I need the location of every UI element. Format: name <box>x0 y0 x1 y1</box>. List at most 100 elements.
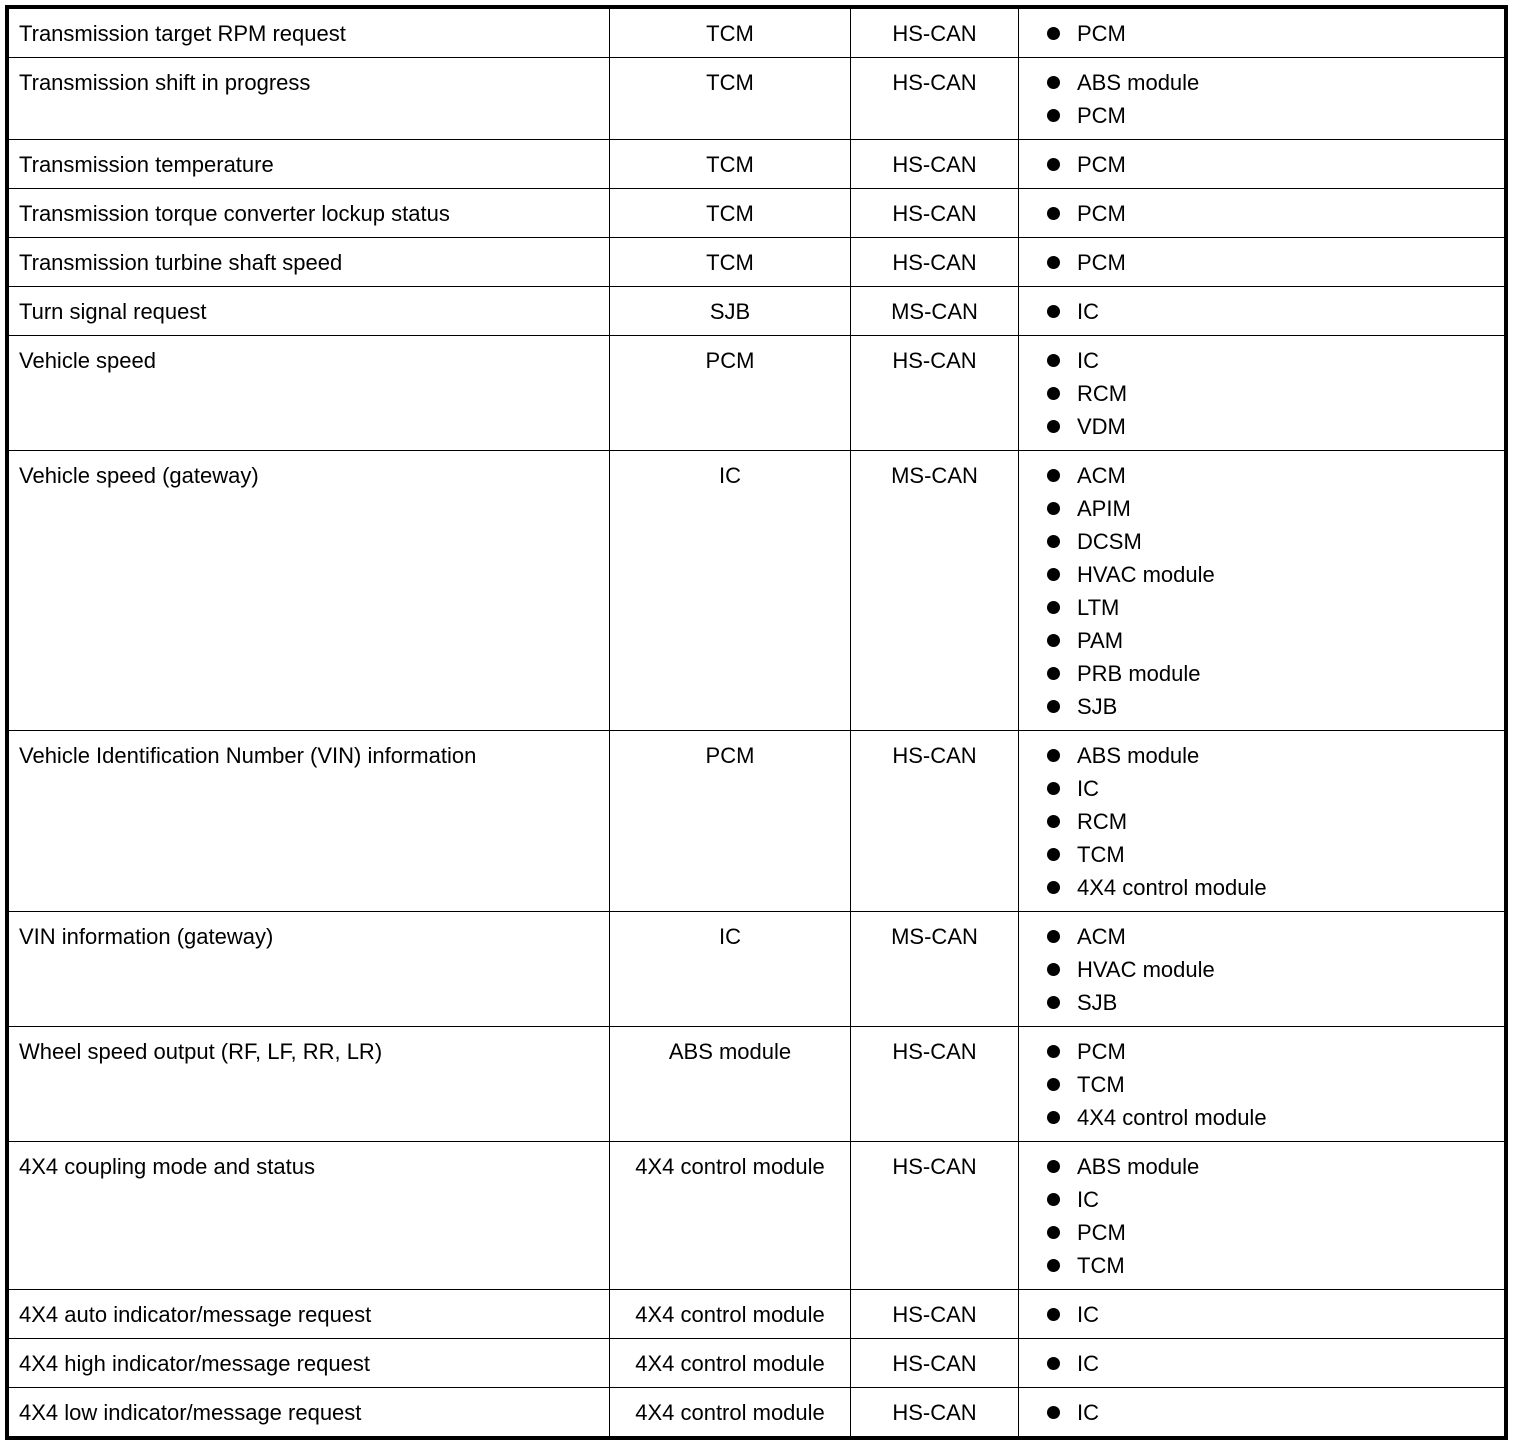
bullet-icon <box>1047 601 1060 614</box>
bullet-icon <box>1047 535 1060 548</box>
list-item: LTM <box>1043 591 1504 624</box>
receivers-cell: PCM <box>1018 188 1507 238</box>
network-message-table: Transmission target RPM request TCM HS-CAN… <box>5 5 1508 1440</box>
bullet-icon <box>1047 256 1060 269</box>
list-item: IC <box>1043 772 1504 805</box>
bullet-icon <box>1047 354 1060 367</box>
receiver-label: TCM <box>1077 1253 1125 1278</box>
receiver-list: IC <box>1043 1396 1504 1429</box>
network-cell: HS-CAN <box>850 188 1019 238</box>
table-row: Transmission shift in progress TCM HS-CAN A… <box>6 57 1507 140</box>
network-cell: MS-CAN <box>850 450 1019 731</box>
list-item: DCSM <box>1043 525 1504 558</box>
bullet-icon <box>1047 502 1060 515</box>
receiver-label: DCSM <box>1077 529 1142 554</box>
network-cell: HS-CAN <box>850 1026 1019 1142</box>
message-cell: Transmission temperature <box>6 139 610 189</box>
message-cell: Transmission turbine shaft speed <box>6 237 610 287</box>
bullet-icon <box>1047 109 1060 122</box>
bullet-icon <box>1047 700 1060 713</box>
receiver-list: ABS module IC PCM TCM <box>1043 1150 1504 1282</box>
receiver-list: ACM APIM DCSM HVAC module LTM PAM PRB module SJ… <box>1043 459 1504 723</box>
list-item: IC <box>1043 295 1504 328</box>
receiver-label: 4X4 control module <box>1077 875 1267 900</box>
list-item: TCM <box>1043 838 1504 871</box>
table-row: Transmission torque converter lockup sta… <box>6 188 1507 238</box>
list-item: ABS module <box>1043 1150 1504 1183</box>
receiver-label: RCM <box>1077 809 1128 834</box>
receiver-label: PCM <box>1077 201 1126 226</box>
receiver-label: ACM <box>1077 924 1126 949</box>
originator-cell: 4X4 control module <box>609 1338 851 1388</box>
originator-cell: TCM <box>609 139 851 189</box>
originator-cell: 4X4 control module <box>609 1289 851 1339</box>
table-row: Transmission temperature TCM HS-CAN PCM <box>6 139 1507 189</box>
originator-cell: ABS module <box>609 1026 851 1142</box>
list-item: PRB module <box>1043 657 1504 690</box>
originator-cell: IC <box>609 450 851 731</box>
network-cell: MS-CAN <box>850 286 1019 336</box>
bullet-icon <box>1047 76 1060 89</box>
bullet-icon <box>1047 1259 1060 1272</box>
bullet-icon <box>1047 1078 1060 1091</box>
bullet-icon <box>1047 996 1060 1009</box>
bullet-icon <box>1047 634 1060 647</box>
bullet-icon <box>1047 782 1060 795</box>
list-item: 4X4 control module <box>1043 871 1504 904</box>
table-row: Transmission target RPM request TCM HS-CAN… <box>6 6 1507 58</box>
table-row: VIN information (gateway) IC MS-CAN ACM HVAC… <box>6 911 1507 1027</box>
list-item: IC <box>1043 344 1504 377</box>
network-cell: HS-CAN <box>850 1387 1019 1439</box>
list-item: PCM <box>1043 1035 1504 1068</box>
message-cell: Vehicle speed (gateway) <box>6 450 610 731</box>
bullet-icon <box>1047 305 1060 318</box>
bullet-icon <box>1047 1193 1060 1206</box>
list-item: IC <box>1043 1347 1504 1380</box>
receivers-cell: IC RCM VDM <box>1018 335 1507 451</box>
receiver-label: PCM <box>1077 21 1126 46</box>
table-row: Transmission turbine shaft speed TCM HS-CA… <box>6 237 1507 287</box>
list-item: TCM <box>1043 1068 1504 1101</box>
receiver-label: IC <box>1077 1351 1099 1376</box>
message-cell: 4X4 high indicator/message request <box>6 1338 610 1388</box>
network-cell: HS-CAN <box>850 730 1019 912</box>
receiver-list: ABS module PCM <box>1043 66 1504 132</box>
receiver-label: IC <box>1077 1302 1099 1327</box>
message-cell: Vehicle Identification Number (VIN) info… <box>6 730 610 912</box>
message-cell: Transmission torque converter lockup sta… <box>6 188 610 238</box>
list-item: SJB <box>1043 986 1504 1019</box>
receiver-list: ABS module IC RCM TCM 4X4 control module <box>1043 739 1504 904</box>
receiver-label: PAM <box>1077 628 1124 653</box>
table-row: 4X4 coupling mode and status 4X4 control … <box>6 1141 1507 1290</box>
list-item: PCM <box>1043 1216 1504 1249</box>
bullet-icon <box>1047 1160 1060 1173</box>
message-cell: Vehicle speed <box>6 335 610 451</box>
receivers-cell: PCM TCM 4X4 control module <box>1018 1026 1507 1142</box>
table-row: 4X4 high indicator/message request 4X4 co… <box>6 1338 1507 1388</box>
receiver-label: 4X4 control module <box>1077 1105 1267 1130</box>
bullet-icon <box>1047 207 1060 220</box>
originator-cell: 4X4 control module <box>609 1141 851 1290</box>
receiver-label: HVAC module <box>1077 957 1215 982</box>
receiver-label: PCM <box>1077 103 1126 128</box>
receiver-list: PCM <box>1043 246 1504 279</box>
receiver-label: ABS module <box>1077 743 1200 768</box>
originator-cell: SJB <box>609 286 851 336</box>
receivers-cell: ACM APIM DCSM HVAC module LTM PAM PRB module SJ… <box>1018 450 1507 731</box>
receiver-label: PCM <box>1077 1220 1126 1245</box>
bullet-icon <box>1047 881 1060 894</box>
bullet-icon <box>1047 27 1060 40</box>
receivers-cell: IC <box>1018 286 1507 336</box>
list-item: ACM <box>1043 459 1504 492</box>
receiver-label: SJB <box>1077 990 1118 1015</box>
receiver-list: PCM <box>1043 148 1504 181</box>
list-item: HVAC module <box>1043 953 1504 986</box>
message-cell: VIN information (gateway) <box>6 911 610 1027</box>
receiver-label: IC <box>1077 776 1099 801</box>
bullet-icon <box>1047 387 1060 400</box>
list-item: SJB <box>1043 690 1504 723</box>
bullet-icon <box>1047 1111 1060 1124</box>
receiver-list: IC <box>1043 295 1504 328</box>
receiver-label: ABS module <box>1077 70 1200 95</box>
bullet-icon <box>1047 1308 1060 1321</box>
